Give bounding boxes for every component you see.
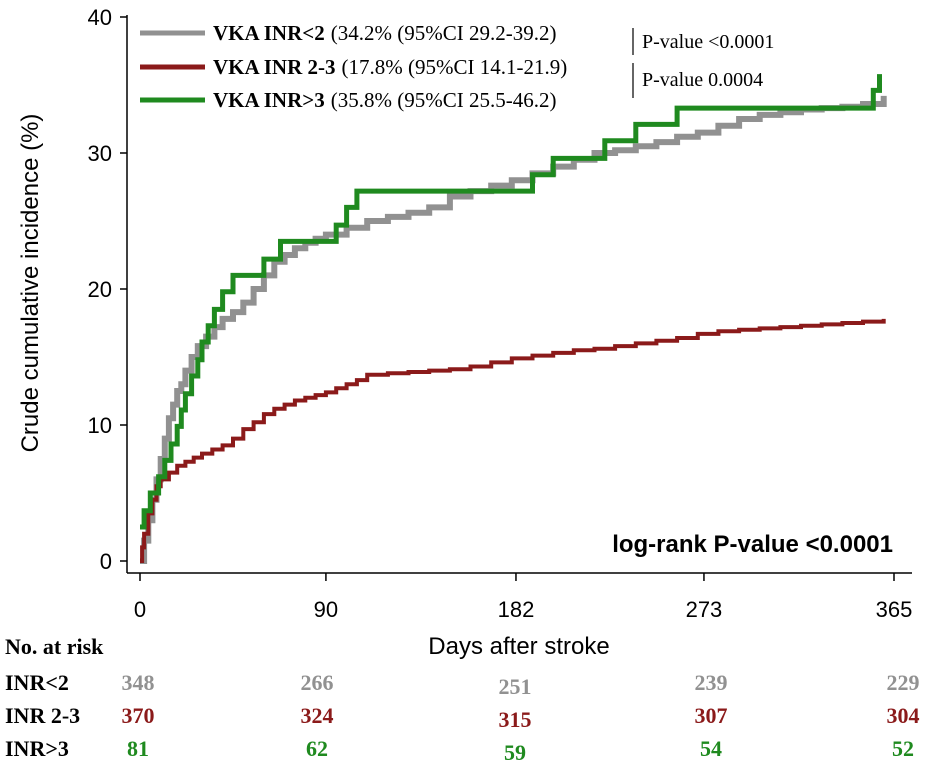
series-layer [140,74,887,564]
y-tick-label: 10 [88,413,112,438]
legend-entry-inr-2-3: VKA INR 2-3 (17.8% (95%CI 14.1-21.9) [213,55,567,79]
risk-value: 54 [700,736,722,761]
legend-entry-inr-gt3: VKA INR>3 (35.8% (95%CI 25.5-46.2) [213,88,556,112]
risk-value: 251 [499,674,532,699]
y-tick-label: 40 [88,5,112,30]
x-tick-label: 273 [686,597,723,622]
risk-value: 229 [887,670,920,695]
risk-value: 62 [306,736,328,761]
x-tick-label: 90 [314,597,338,622]
risk-value: 59 [504,740,526,765]
y-ticks: 0 10 20 30 40 [88,5,127,574]
y-tick-label: 30 [88,141,112,166]
pvalue-2: P-value 0.0004 [642,69,763,91]
risk-value: 324 [301,703,334,728]
series-inr-gt3 [140,74,882,530]
legend-detail-inr-lt2: (34.2% (95%CI 29.2-39.2) [331,21,557,45]
legend-name-inr-2-3: VKA INR 2-3 [213,55,336,79]
risk-value: 307 [695,703,728,728]
y-tick-label: 0 [100,549,112,574]
x-ticks: 0 90 182 273 365 [134,573,912,622]
risk-row-label: INR>3 [5,736,69,761]
risk-value: 348 [122,670,155,695]
legend-name-inr-lt2: VKA INR<2 [213,21,325,45]
pvalue-1: P-value <0.0001 [642,31,774,53]
x-tick-label: 0 [134,597,146,622]
legend-entry-inr-lt2: VKA INR<2 (34.2% (95%CI 29.2-39.2) [213,21,556,45]
y-axis-title: Crude cumulative incidence (%) [17,114,44,453]
risk-table-header: No. at risk [5,634,104,659]
x-axis-title: Days after stroke [428,633,609,660]
risk-value: 239 [695,670,728,695]
risk-table: No. at risk INR<2 348 266 251 239 229 INR 2-3 3… [5,634,920,765]
risk-value: 81 [127,736,149,761]
risk-value: 52 [892,736,914,761]
logrank-annotation: log-rank P-value <0.0001 [612,531,893,558]
risk-value: 370 [122,703,155,728]
risk-value: 304 [887,703,920,728]
y-tick-label: 20 [88,277,112,302]
series-inr-lt2 [140,95,887,564]
risk-table-rows: INR<2 348 266 251 239 229 INR 2-3 370 324 315 307 3… [5,670,920,765]
risk-row-label: INR 2-3 [5,703,80,728]
legend-detail-inr-gt3: (35.8% (95%CI 25.5-46.2) [331,88,557,112]
x-tick-label: 182 [498,597,535,622]
risk-value: 266 [301,670,334,695]
legend-detail-inr-2-3: (17.8% (95%CI 14.1-21.9) [342,55,568,79]
risk-value: 315 [499,707,532,732]
legend: VKA INR<2 (34.2% (95%CI 29.2-39.2) VKA IN… [140,21,567,112]
x-tick-label: 365 [876,597,913,622]
series-inr-2-3 [140,318,886,563]
legend-name-inr-gt3: VKA INR>3 [213,88,325,112]
risk-row-label: INR<2 [5,670,69,695]
